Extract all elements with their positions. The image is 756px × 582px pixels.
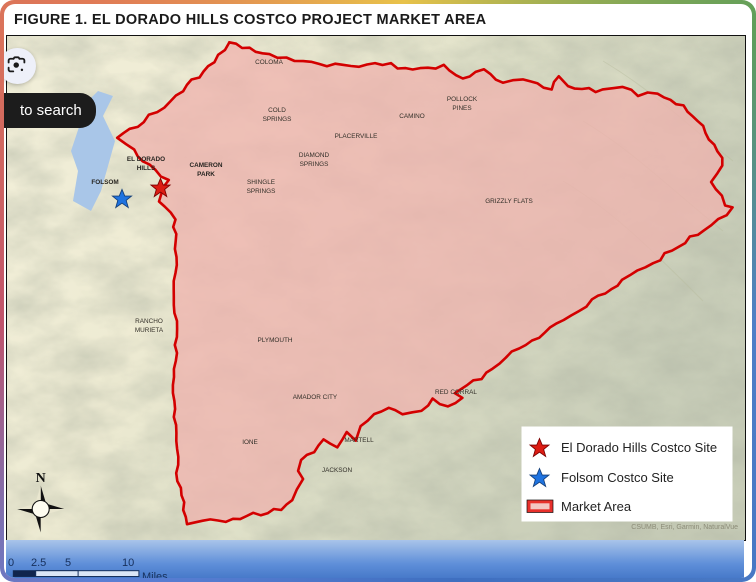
svg-text:Market Area: Market Area [561, 499, 632, 514]
svg-text:JACKSON: JACKSON [322, 467, 353, 474]
svg-text:10: 10 [122, 557, 134, 569]
svg-text:IONE: IONE [242, 439, 258, 446]
svg-text:PLYMOUTH: PLYMOUTH [257, 337, 292, 344]
svg-text:COLD: COLD [268, 107, 286, 114]
svg-text:COLOMA: COLOMA [255, 59, 283, 66]
svg-text:AMADOR CITY: AMADOR CITY [293, 394, 338, 401]
svg-text:DIAMOND: DIAMOND [299, 152, 330, 159]
svg-text:SPRINGS: SPRINGS [247, 188, 276, 195]
svg-text:SPRINGS: SPRINGS [300, 161, 329, 168]
svg-text:PINES: PINES [452, 105, 471, 112]
svg-text:CAMERON: CAMERON [189, 162, 222, 169]
svg-text:FOLSOM: FOLSOM [91, 179, 118, 186]
svg-text:2.5: 2.5 [31, 557, 46, 569]
svg-text:CAMINO: CAMINO [399, 113, 425, 120]
svg-text:N: N [36, 471, 46, 486]
svg-text:PARK: PARK [197, 171, 215, 178]
svg-text:CSUMB, Esri, Garmin, NaturalVu: CSUMB, Esri, Garmin, NaturalVue [631, 524, 738, 531]
svg-text:MARTELL: MARTELL [344, 437, 374, 444]
svg-text:SPRINGS: SPRINGS [263, 116, 292, 123]
svg-text:EL DORADO: EL DORADO [127, 156, 165, 163]
svg-text:POLLOCK: POLLOCK [447, 96, 478, 103]
svg-text:PLACERVILLE: PLACERVILLE [335, 133, 378, 140]
svg-text:0: 0 [8, 557, 14, 569]
svg-text:El Dorado Hills Costco Site: El Dorado Hills Costco Site [561, 440, 717, 455]
svg-text:SHINGLE: SHINGLE [247, 179, 275, 186]
svg-text:5: 5 [65, 557, 71, 569]
svg-text:RANCHO: RANCHO [135, 318, 163, 325]
svg-text:RED CORRAL: RED CORRAL [435, 389, 477, 396]
svg-text:Miles: Miles [142, 571, 168, 578]
svg-text:GRIZZLY FLATS: GRIZZLY FLATS [485, 198, 533, 205]
svg-text:MURIETA: MURIETA [135, 327, 164, 334]
svg-text:HILLS: HILLS [137, 165, 156, 172]
svg-text:Folsom Costco Site: Folsom Costco Site [561, 470, 674, 485]
